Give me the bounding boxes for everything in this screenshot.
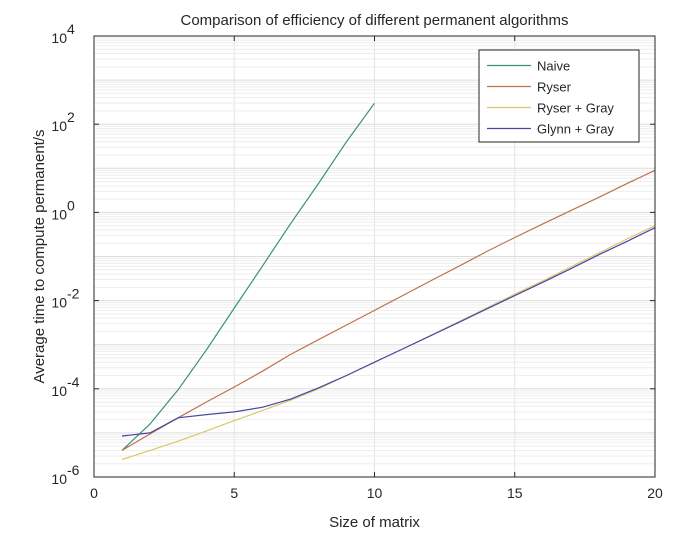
y-tick-exponent: 0	[67, 197, 75, 213]
legend-item-ryser: Ryser	[487, 80, 572, 95]
x-axis-label: Size of matrix	[329, 514, 420, 531]
x-tick-label: 15	[507, 485, 523, 501]
y-tick-base: 10	[51, 206, 67, 222]
y-tick-exponent: -6	[67, 462, 80, 478]
legend-item-naive: Naive	[487, 59, 570, 74]
y-tick-base: 10	[51, 118, 67, 134]
series-line-glynn-gray	[121, 227, 656, 437]
series-line-ryser	[121, 169, 656, 451]
y-tick-label: 104	[51, 21, 75, 46]
y-axis-label: Average time to compute permanent/s	[31, 129, 48, 383]
series-lines	[121, 102, 656, 461]
x-tick-label: 5	[230, 485, 238, 501]
legend-label: Naive	[537, 59, 570, 74]
y-tick-exponent: -2	[67, 286, 80, 302]
x-tick-label: 20	[647, 485, 663, 501]
y-tick-label: 10-6	[51, 462, 79, 487]
y-tick-label: 100	[51, 197, 75, 222]
legend-item-ryser-gray: Ryser + Gray	[487, 101, 614, 116]
legend: Naive Ryser Ryser + Gray Glynn + Gray	[478, 49, 640, 143]
y-tick-exponent: -4	[67, 374, 80, 390]
y-tick-label: 102	[51, 109, 75, 134]
y-tick-exponent: 2	[67, 109, 75, 125]
x-tick-label: 0	[90, 485, 98, 501]
x-tick-label: 10	[367, 485, 383, 501]
y-tick-base: 10	[51, 30, 67, 46]
legend-label: Ryser + Gray	[537, 101, 614, 116]
y-tick-label: 10-4	[51, 374, 79, 399]
y-tick-exponent: 4	[67, 21, 75, 37]
legend-item-glynn-gray: Glynn + Gray	[487, 122, 614, 137]
legend-label: Ryser	[537, 80, 572, 95]
y-tick-label: 10-2	[51, 286, 79, 311]
y-tick-base: 10	[51, 383, 67, 399]
series-line-naive	[121, 102, 375, 451]
y-tick-base: 10	[51, 295, 67, 311]
chart-title: Comparison of efficiency of different pe…	[181, 12, 569, 29]
legend-label: Glynn + Gray	[537, 122, 614, 137]
y-tick-base: 10	[51, 471, 67, 487]
